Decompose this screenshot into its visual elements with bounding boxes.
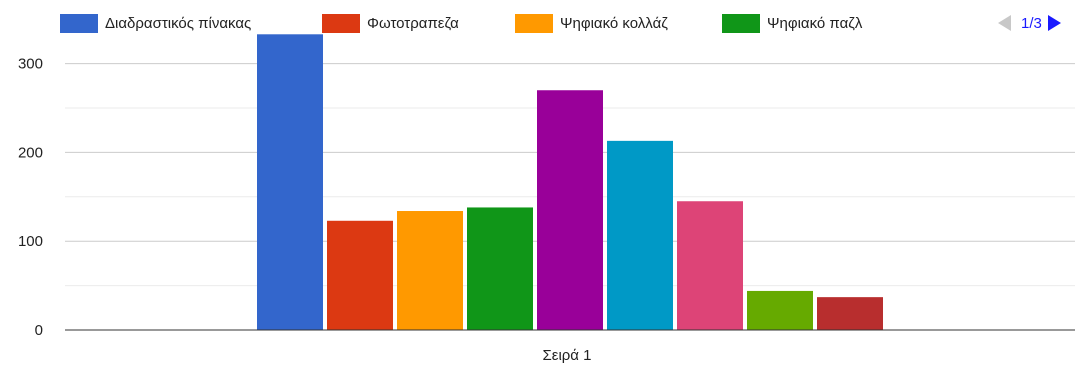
bar[interactable]	[817, 297, 883, 330]
bar[interactable]	[257, 34, 323, 331]
bar[interactable]	[397, 211, 463, 330]
legend-item-3[interactable]: Ψηφιακό κολλάζ	[515, 13, 668, 33]
legend-swatch	[322, 13, 360, 33]
bar[interactable]	[327, 220, 393, 330]
y-tick-label: 200	[18, 144, 43, 161]
right-triangle-icon[interactable]	[1047, 15, 1061, 31]
bar[interactable]	[677, 201, 743, 330]
legend-item-4[interactable]: Ψηφιακό παζλ	[722, 13, 862, 33]
legend-pager: 1/3	[998, 13, 1061, 33]
bar[interactable]	[467, 207, 533, 330]
x-category-label: Σειρά 1	[542, 347, 591, 364]
bars	[257, 34, 883, 331]
legend-item-2[interactable]: Φωτοτραπεζα	[322, 13, 459, 33]
legend-label: Ψηφιακό παζλ	[767, 14, 863, 32]
y-tick-label: 0	[35, 322, 43, 339]
y-tick-label: 300	[18, 56, 43, 73]
legend-label: Φωτοτραπεζα	[367, 14, 459, 32]
legend-swatch	[60, 13, 98, 33]
legend-swatch	[722, 13, 760, 33]
bar[interactable]	[747, 290, 813, 330]
chart-legend: Διαδραστικός πίνακας Φωτοτραπεζα Ψηφιακό…	[0, 0, 1075, 40]
legend-label: Διαδραστικός πίνακας	[105, 14, 252, 32]
y-axis-ticks: 0 100 200 300	[18, 56, 43, 339]
y-tick-label: 100	[18, 233, 43, 250]
bar[interactable]	[537, 90, 603, 331]
legend-item-1[interactable]: Διαδραστικός πίνακας	[60, 13, 251, 33]
x-axis: Σειρά 1	[65, 329, 1075, 364]
bar[interactable]	[607, 140, 673, 330]
left-triangle-icon[interactable]	[998, 15, 1011, 31]
legend-swatch	[515, 13, 553, 33]
legend-label: Ψηφιακό κολλάζ	[560, 14, 668, 32]
legend-page-indicator: 1/3	[1021, 14, 1042, 32]
